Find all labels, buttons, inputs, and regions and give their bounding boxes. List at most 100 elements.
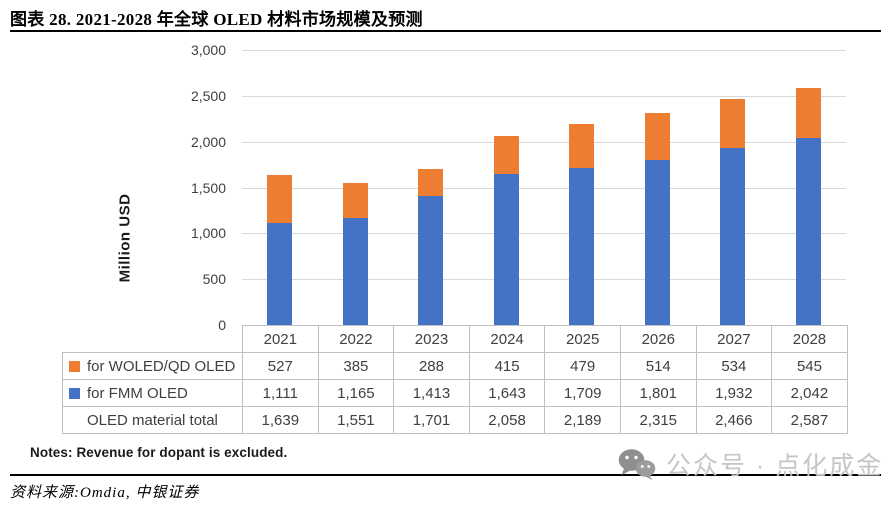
x-axis-year-label: 2023: [393, 325, 470, 353]
notes-text: Notes: Revenue for dopant is excluded.: [30, 445, 288, 460]
value-cell: 545: [771, 352, 848, 380]
plot-area: [242, 50, 846, 326]
source-divider: [10, 474, 881, 476]
bar-columns: [242, 50, 846, 325]
bar-segment: [795, 87, 821, 138]
bar-stack: [569, 124, 595, 325]
value-cell: 1,701: [393, 406, 470, 434]
bar-stack: [795, 87, 821, 325]
bar-column-2028: [771, 50, 847, 325]
value-cell: 1,165: [317, 379, 395, 407]
bar-segment: [418, 195, 444, 325]
value-cell: 1,643: [468, 379, 546, 407]
bar-column-2025: [544, 50, 620, 325]
bar-segment: [267, 174, 293, 224]
bar-stack: [342, 182, 368, 325]
gridline: [242, 187, 846, 189]
value-cell: 385: [317, 352, 395, 380]
wechat-icon: [618, 448, 656, 480]
x-axis-year-label: 2024: [468, 325, 546, 353]
value-cell: 1,932: [695, 379, 773, 407]
value-cell: 1,801: [619, 379, 697, 407]
x-axis-year-label: 2025: [544, 325, 621, 353]
value-cell: 1,709: [544, 379, 621, 407]
bar-column-2023: [393, 50, 469, 325]
bar-segment: [644, 159, 670, 325]
series-label-cell: for WOLED/QD OLED: [62, 352, 243, 380]
table-corner-cell: [63, 326, 243, 353]
value-cell: 1,413: [393, 379, 470, 407]
value-cell: 1,551: [317, 406, 395, 434]
source-text: 资料来源:Omdia, 中银证券: [10, 485, 200, 501]
value-cell: 2,189: [544, 406, 621, 434]
table-header-row: 2021 2022 2023 2024 2025 2026 2027 2028: [63, 325, 848, 353]
bar-stack: [267, 174, 293, 325]
x-axis-year-label: 2022: [317, 325, 395, 353]
value-cell: 1,639: [242, 406, 319, 434]
series-label: for WOLED/QD OLED: [87, 357, 236, 375]
value-cell: 479: [544, 352, 621, 380]
title-divider: [10, 30, 881, 32]
series-label-cell: for FMM OLED: [62, 379, 243, 407]
bar-segment: [795, 137, 821, 325]
value-cell: 2,058: [468, 406, 546, 434]
bar-segment: [569, 124, 595, 169]
y-axis-ticks: 3,000 2,500 2,000 1,500 1,000 500 0: [0, 42, 226, 333]
x-axis-year-label: 2028: [771, 325, 848, 353]
gridline: [242, 95, 846, 97]
bar-segment: [720, 99, 746, 148]
figure-title: 图表 28. 2021-2028 年全球 OLED 材料市场规模及预测: [10, 10, 423, 29]
series-label-cell: OLED material total: [62, 406, 243, 434]
legend-swatch: [69, 387, 80, 399]
chart-data-table: 2021 2022 2023 2024 2025 2026 2027 2028 for WOLE…: [62, 325, 848, 434]
value-cell: 2,587: [771, 406, 848, 434]
y-tick-label: 3,000: [190, 42, 226, 58]
y-tick-label: 2,000: [190, 133, 226, 150]
bar-stack: [720, 99, 746, 325]
value-cell: 1,111: [242, 379, 319, 407]
bar-column-2027: [695, 50, 771, 325]
gridline: [242, 279, 846, 281]
value-cell: 415: [468, 352, 546, 380]
y-tick-label: 1,500: [190, 179, 226, 196]
gridline: [242, 141, 846, 143]
series-label: for FMM OLED: [87, 384, 188, 402]
value-cell: 514: [619, 352, 697, 380]
bar-segment: [493, 136, 519, 175]
bar-stack: [418, 169, 444, 325]
table-row: for FMM OLED 1,111 1,165 1,413 1,643 1,709 1,8…: [62, 379, 848, 407]
bar-segment: [342, 182, 368, 219]
legend-swatch: [69, 360, 80, 372]
bar-stack: [493, 136, 519, 325]
watermark-text: 公众号 · 点化成金: [666, 452, 884, 480]
x-axis-year-label: 2026: [619, 325, 697, 353]
y-tick-label: 500: [202, 271, 226, 288]
table-row: OLED material total 1,639 1,551 1,701 2,058 2…: [62, 406, 848, 434]
bar-column-2022: [318, 50, 394, 325]
bar-column-2021: [242, 50, 318, 325]
y-tick-label: 1,000: [190, 225, 226, 242]
x-axis-year-label: 2027: [695, 325, 773, 353]
y-tick-label: 0: [218, 317, 226, 333]
bar-segment: [493, 174, 519, 325]
table-row: for WOLED/QD OLED 527 385 288 415 479 514 534 54…: [62, 352, 848, 380]
series-label: OLED material total: [87, 411, 218, 429]
bar-segment: [569, 168, 595, 325]
y-tick-label: 2,500: [190, 87, 226, 104]
value-cell: 527: [242, 352, 319, 380]
bar-segment: [418, 169, 444, 196]
bar-segment: [644, 112, 670, 160]
gridline: [242, 233, 846, 235]
value-cell: 288: [393, 352, 470, 380]
bar-segment: [267, 223, 293, 325]
bar-column-2026: [620, 50, 696, 325]
bar-stack: [644, 112, 670, 325]
gridline: [242, 50, 846, 51]
value-cell: 534: [695, 352, 773, 380]
bar-segment: [720, 147, 746, 325]
x-axis-year-label: 2021: [242, 325, 319, 353]
value-cell: 2,315: [619, 406, 697, 434]
bar-segment: [342, 218, 368, 325]
value-cell: 2,042: [771, 379, 848, 407]
